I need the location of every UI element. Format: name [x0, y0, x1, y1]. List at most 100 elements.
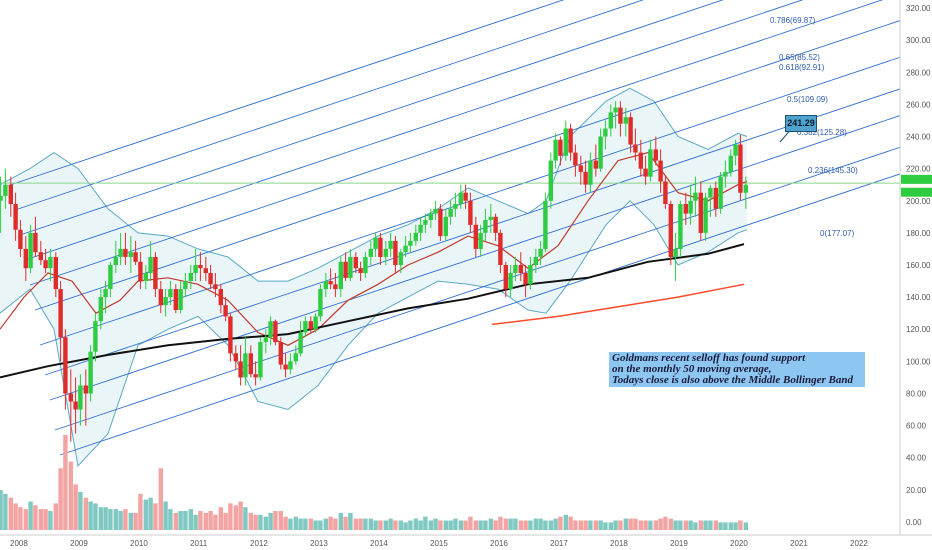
fib-level-label: 0.786(69.87) — [770, 16, 816, 25]
candle-body — [363, 257, 368, 274]
volume-bar — [623, 518, 628, 530]
candle-body — [283, 364, 288, 370]
candle-body — [398, 252, 403, 265]
candle-body — [493, 216, 498, 233]
channel-line — [14, 0, 645, 211]
volume-bar — [243, 507, 248, 530]
volume-bar — [543, 520, 548, 530]
candle-body — [313, 316, 318, 330]
volume-bar — [368, 518, 373, 530]
sma50-line — [0, 243, 745, 379]
candle-body — [58, 289, 63, 338]
candle-body — [98, 297, 103, 322]
volume-bar — [193, 514, 198, 530]
volume-bar — [353, 518, 358, 530]
candle-body — [3, 184, 8, 196]
candle-body — [373, 237, 378, 249]
candle-body — [123, 248, 128, 257]
volume-bar — [398, 520, 403, 530]
volume-bar — [323, 518, 328, 530]
volume-bar — [43, 509, 48, 530]
volume-bar — [583, 520, 588, 530]
channel-line — [29, 0, 884, 286]
volume-bar — [248, 512, 253, 530]
candle-body — [558, 139, 563, 156]
candle-body — [8, 184, 13, 204]
volume-bar — [88, 501, 93, 530]
candle-body — [198, 265, 203, 269]
x-tick-label: 2012 — [250, 539, 268, 548]
volume-bar — [183, 511, 188, 530]
candle-body — [438, 208, 443, 237]
bollinger-upper — [0, 87, 748, 282]
candle-body — [563, 128, 568, 156]
volume-bar — [263, 516, 268, 530]
y-tick-label: 100.00 — [906, 357, 931, 366]
volume-bar — [488, 518, 493, 530]
fib-level-label: 0.236(145.30) — [808, 166, 858, 175]
volume-bar — [478, 520, 483, 530]
volume-bar — [63, 435, 68, 530]
volume-bar — [468, 516, 473, 530]
candle-body — [488, 216, 493, 220]
candle-body — [568, 128, 573, 153]
y-tick-label: 40.00 — [906, 454, 927, 463]
volume-bar — [233, 505, 238, 530]
volume-bar — [113, 509, 118, 530]
y-tick-label: 80.00 — [906, 389, 927, 398]
volume-bar — [608, 522, 613, 530]
y-tick-label: 180.00 — [906, 229, 931, 238]
sma200-line — [491, 283, 745, 326]
candle-body — [253, 374, 258, 378]
candle-body — [523, 273, 528, 285]
candle-body — [668, 204, 673, 257]
candle-body — [603, 128, 608, 137]
x-tick-label: 2008 — [10, 539, 28, 548]
volume-bar — [328, 516, 333, 530]
volume-bar — [403, 522, 408, 530]
volume-bar — [118, 511, 123, 530]
volume-bar — [413, 518, 418, 530]
candle-body — [183, 281, 188, 290]
candle-body — [93, 321, 98, 352]
volume-bar — [78, 492, 83, 530]
volume-bar — [503, 518, 508, 530]
volume-bar — [458, 520, 463, 530]
candle-body — [263, 337, 268, 343]
volume-bar — [163, 501, 168, 530]
volume-bar — [153, 503, 158, 530]
volume-bar — [228, 503, 233, 530]
volume-bar — [203, 512, 208, 530]
volume-bar — [73, 484, 78, 530]
candle-body — [278, 342, 283, 365]
candle-body — [33, 232, 38, 253]
candle-body — [468, 200, 473, 225]
last-price-tag: 241.29 — [785, 115, 817, 132]
volume-bar — [573, 520, 578, 530]
candle-body — [638, 152, 643, 169]
candle-body — [743, 184, 748, 193]
annotation-callout: Goldmans recent selloff has found suppor… — [609, 352, 865, 387]
y-tick-label: 0.00 — [906, 518, 922, 527]
volume-bar — [518, 520, 523, 530]
volume-bar — [98, 507, 103, 530]
volume-bar — [463, 520, 468, 530]
candle-body — [478, 232, 483, 249]
volume-bar — [558, 516, 563, 530]
volume-bar — [648, 520, 653, 530]
candle-body — [623, 117, 628, 124]
channel-line — [49, 115, 901, 401]
y-tick-label: 200.00 — [906, 197, 931, 206]
candle-body — [448, 208, 453, 217]
candle-body — [723, 171, 728, 177]
candle-body — [713, 187, 718, 209]
x-tick-label: 2010 — [130, 539, 148, 548]
candle-body — [213, 284, 218, 290]
candle-body — [208, 273, 213, 285]
candle-body — [148, 257, 153, 274]
candle-body — [368, 248, 373, 257]
volume-bar — [633, 518, 638, 530]
candle-body — [113, 257, 118, 265]
candle-body — [358, 268, 363, 273]
